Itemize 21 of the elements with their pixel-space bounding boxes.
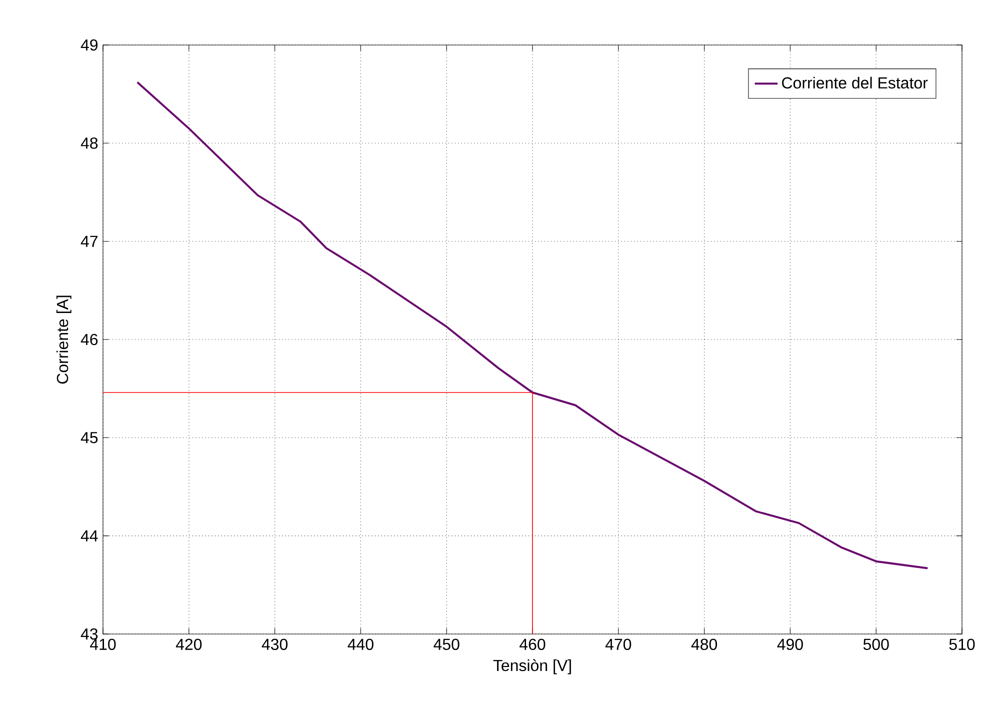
x-tick-label: 470 <box>605 638 632 650</box>
x-tick-label: 410 <box>90 638 116 650</box>
x-tick-label: 510 <box>949 638 975 650</box>
x-tick-label: 450 <box>434 638 460 650</box>
x-axis-title: Tensiòn [V] <box>493 659 571 674</box>
x-tick-label: 500 <box>863 638 889 650</box>
y-tick-label: 47 <box>80 236 98 247</box>
x-tick-label: 490 <box>777 638 803 650</box>
x-tick-label: 460 <box>520 638 546 650</box>
y-tick-label: 49 <box>80 39 98 51</box>
y-axis-title: Corriente [A] <box>56 296 72 384</box>
y-tick-label: 44 <box>80 530 98 542</box>
x-tick-label: 420 <box>176 638 202 650</box>
x-tick-label: 430 <box>262 638 288 650</box>
x-tick-label: 440 <box>348 638 374 650</box>
y-tick-label: 45 <box>80 432 98 444</box>
x-tick-label: 480 <box>691 638 718 650</box>
y-tick-label: 48 <box>80 138 98 149</box>
y-tick-label: 43 <box>80 628 98 640</box>
y-tick-label: 46 <box>80 334 98 346</box>
legend-label: Corriente del Estator <box>782 76 928 89</box>
